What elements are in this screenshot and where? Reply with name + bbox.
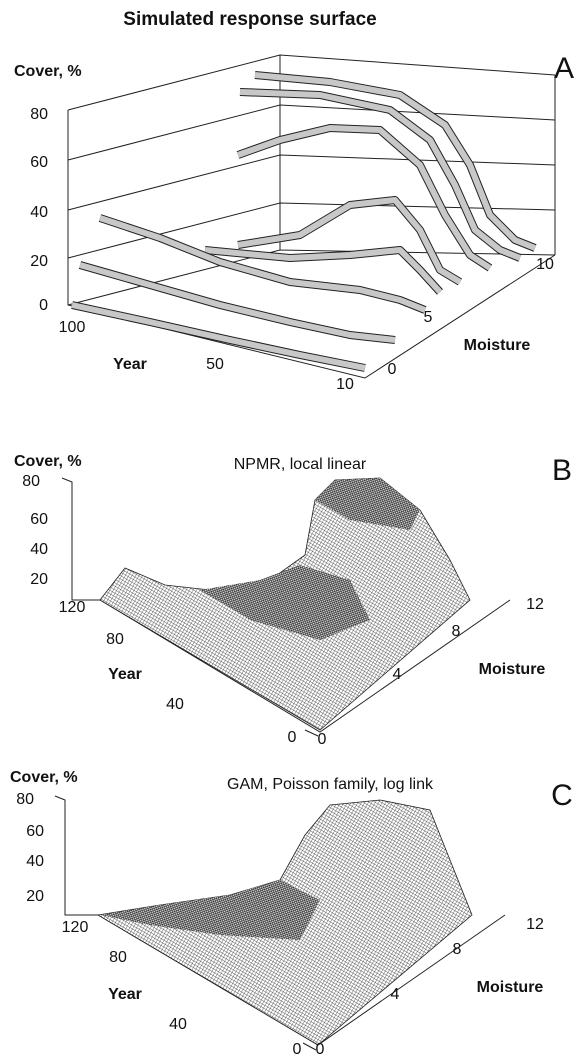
year-label: Year	[108, 666, 142, 683]
z-tick: 20	[30, 571, 48, 588]
z-tick: 80	[22, 473, 40, 490]
moisture-tick: 4	[393, 666, 402, 683]
panel-a: Simulated response surface Cover, % A 80…	[14, 9, 574, 393]
panel-letter: B	[552, 454, 572, 487]
ribbon	[99, 215, 427, 313]
surface-shade	[200, 565, 370, 640]
ribbon	[204, 247, 443, 295]
moisture-tick: 5	[424, 309, 433, 326]
ribbon	[239, 89, 522, 261]
title: NPMR, local linear	[234, 456, 367, 473]
ribbon	[236, 125, 492, 271]
ribbon	[79, 262, 396, 343]
year-tick: 0	[288, 729, 297, 746]
panel-c: Cover, % GAM, Poisson family, log link C…	[10, 769, 573, 1058]
title: GAM, Poisson family, log link	[227, 776, 434, 793]
panel-letter: C	[551, 779, 573, 812]
year-label: Year	[113, 356, 147, 373]
moisture-label: Moisture	[477, 979, 544, 996]
ribbon	[237, 197, 462, 285]
year-tick: 120	[59, 599, 86, 616]
year-tick: 80	[106, 631, 124, 648]
year-tick: 40	[166, 696, 184, 713]
year-label: Year	[108, 986, 142, 1003]
moisture-tick: 12	[526, 916, 544, 933]
moisture-tick: 10	[536, 256, 554, 273]
year-tick: 50	[206, 356, 224, 373]
year-tick: 40	[169, 1016, 187, 1033]
z-tick: 80	[30, 106, 48, 123]
surface-shade	[315, 478, 420, 530]
z-tick: 60	[26, 823, 44, 840]
year-tick: 10	[336, 376, 354, 393]
z-tick: 40	[30, 541, 48, 558]
moisture-tick: 0	[388, 361, 397, 378]
ribbon	[254, 72, 537, 251]
z-label: Cover, %	[14, 63, 82, 80]
z-tick: 40	[26, 853, 44, 870]
surface-shade	[100, 880, 320, 940]
moisture-tick: 12	[526, 596, 544, 613]
z-tick: 80	[16, 791, 34, 808]
title: Simulated response surface	[123, 9, 376, 30]
moisture-label: Moisture	[464, 337, 531, 354]
moisture-label: Moisture	[479, 661, 546, 678]
year-tick: 120	[62, 919, 89, 936]
moisture-tick: 0	[316, 1041, 325, 1058]
year-tick: 100	[59, 319, 86, 336]
z-tick: 60	[30, 511, 48, 528]
moisture-tick: 0	[318, 731, 327, 748]
z-tick: 20	[26, 888, 44, 905]
z-tick: 60	[30, 154, 48, 171]
axes	[61, 477, 511, 737]
z-label: Cover, %	[14, 453, 82, 470]
moisture-tick: 4	[391, 986, 400, 1003]
moisture-tick: 8	[452, 623, 461, 640]
z-label: Cover, %	[10, 769, 78, 786]
panel-b: Cover, % NPMR, local linear B 80 60 40 2…	[14, 453, 572, 748]
moisture-tick: 8	[453, 941, 462, 958]
z-tick: 40	[30, 204, 48, 221]
ribbon	[71, 302, 366, 371]
z-tick: 20	[30, 253, 48, 270]
year-tick: 80	[109, 949, 127, 966]
z-tick: 0	[39, 297, 48, 314]
panel-letter: A	[554, 52, 574, 85]
year-tick: 0	[293, 1041, 302, 1058]
